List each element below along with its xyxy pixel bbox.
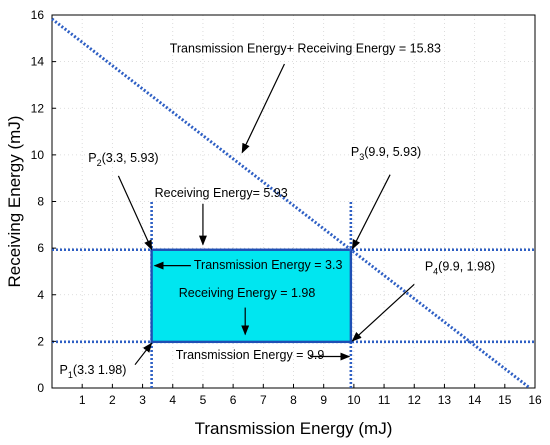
point-label-p1: P1(3.3 1.98) [60, 363, 127, 380]
x-tick-label: 6 [230, 393, 237, 407]
y-tick-label: 14 [31, 55, 45, 69]
annotation-arrows [117, 63, 415, 366]
annotation-sum-line: Transmission Energy+ Receiving Energy = … [170, 41, 441, 55]
y-tick-label: 2 [37, 334, 44, 348]
y-tick-label: 16 [31, 8, 45, 22]
x-tick-label: 2 [109, 393, 116, 407]
x-tick-label: 10 [347, 393, 361, 407]
x-tick-label: 7 [260, 393, 267, 407]
arrow-p3 [351, 174, 391, 250]
point-label-p2: P2(3.3, 5.93) [88, 151, 158, 168]
y-tick-labels: 0 2 4 6 8 10 12 14 16 [31, 8, 56, 395]
annotation-transmission-left: Transmission Energy = 3.3 [194, 258, 343, 272]
y-tick-label: 0 [37, 381, 44, 395]
arrow-p2 [117, 175, 153, 251]
point-label-p4: P4(9.9, 1.98) [425, 259, 495, 276]
y-tick-label: 8 [37, 195, 44, 209]
arrow-sum-line [241, 63, 285, 154]
x-tick-label: 15 [498, 393, 512, 407]
x-tick-label: 13 [438, 393, 452, 407]
x-tick-label: 12 [408, 393, 422, 407]
x-tick-label: 1 [79, 393, 86, 407]
annotation-receiving-inside: Receiving Energy = 1.98 [179, 286, 316, 300]
x-tick-label: 8 [290, 393, 297, 407]
y-tick-label: 6 [37, 241, 44, 255]
x-tick-label: 5 [200, 393, 207, 407]
arrow-p1 [134, 342, 153, 366]
y-tick-label: 4 [37, 288, 44, 302]
y-tick-label: 10 [31, 148, 45, 162]
x-tick-label: 11 [378, 393, 391, 407]
arrow-p4 [351, 283, 415, 342]
annotation-transmission-bottom: Transmission Energy = 9.9 [176, 348, 325, 362]
x-tick-label: 9 [320, 393, 327, 407]
series-sum-line [51, 17, 531, 390]
point-label-p3: P3(9.9, 5.93) [351, 145, 421, 162]
annotation-receiving-top: Receiving Energy= 5.93 [155, 186, 288, 200]
y-tick-label: 12 [31, 101, 45, 115]
x-axis-label: Transmission Energy (mJ) [195, 419, 393, 438]
x-tick-label: 4 [169, 393, 176, 407]
x-tick-label: 14 [468, 393, 482, 407]
x-tick-labels: 1 2 3 4 5 6 7 8 9 10 11 12 13 14 15 16 [79, 384, 542, 407]
x-tick-label: 16 [528, 393, 542, 407]
x-tick-label: 3 [139, 393, 146, 407]
y-axis-label: Receiving Energy (mJ) [5, 116, 24, 288]
